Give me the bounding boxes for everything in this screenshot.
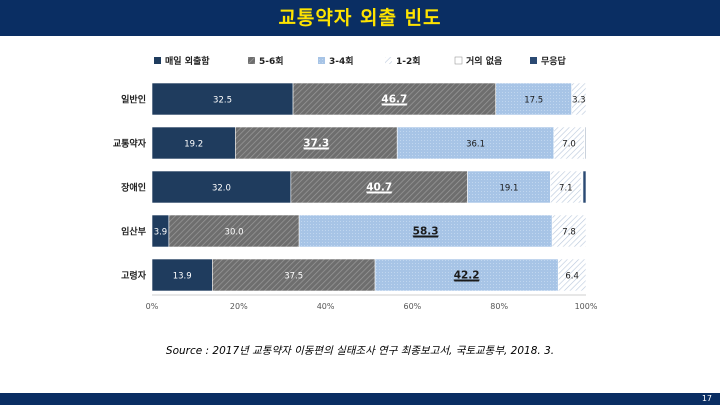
legend-label-five_six: 5-6회	[259, 55, 284, 67]
legend-label-one_two: 1-2회	[396, 55, 421, 67]
chart-legend: 매일 외출함 5-6회 3-4회 1-2회 거의 없음 무응답	[154, 55, 567, 67]
bar-segment-no_answer	[584, 126, 587, 160]
bar-segment-five_six	[168, 214, 300, 248]
legend-label-three_four: 3-4회	[329, 55, 354, 67]
data-label: 3.9	[154, 228, 168, 238]
page-title: 교통약자 외출 빈도	[278, 7, 442, 29]
x-tick-label: 40%	[317, 302, 335, 311]
bar-segment-five_six	[235, 126, 398, 160]
bar-segment-one_two	[550, 170, 582, 204]
footer-bar: 17	[0, 393, 720, 405]
bar-segment-one_two	[551, 214, 587, 248]
bar-segment-daily	[151, 258, 213, 292]
bar-segment-daily	[151, 82, 294, 116]
legend-label-daily: 매일 외출함	[165, 55, 210, 67]
legend-swatch-five_six	[248, 57, 255, 64]
data-label: 32.5	[213, 96, 232, 106]
category-label: 일반인	[121, 94, 146, 106]
bar-segment-one_two	[553, 126, 585, 160]
category-label: 장애인	[121, 182, 146, 194]
bar-segment-five_six	[292, 82, 497, 116]
legend-swatch-three_four	[318, 57, 325, 64]
x-tick-label: 100%	[575, 302, 598, 311]
bar-segment-five_six	[212, 258, 376, 292]
header-bar: 교통약자 외출 빈도	[0, 0, 720, 36]
x-axis: 0% 20% 40% 60% 80% 100%	[146, 294, 598, 311]
bar-segment-one_two	[557, 258, 587, 292]
data-label: 58.3	[413, 226, 439, 238]
data-label: 6.4	[565, 272, 579, 282]
data-label: 46.7	[381, 94, 407, 106]
data-label: 37.5	[284, 272, 303, 282]
bar-segment-no_answer	[582, 170, 587, 204]
data-label: 32.0	[212, 184, 231, 194]
data-label: 17.5	[524, 96, 543, 106]
legend-swatch-no_answer	[530, 57, 537, 64]
bar-segment-three_four	[495, 82, 572, 116]
source-caption: Source : 2017년 교통약자 이동편의 실태조사 연구 최종보고서, …	[165, 345, 555, 357]
data-label: 13.9	[173, 272, 192, 282]
x-tick-label: 20%	[230, 302, 248, 311]
category-label: 고령자	[121, 270, 147, 282]
bar-segment-three_four	[396, 126, 555, 160]
data-label: 19.2	[184, 140, 203, 150]
legend-swatch-none	[454, 56, 463, 65]
data-label: 37.3	[303, 138, 329, 150]
legend-swatch-daily	[154, 57, 161, 64]
bar-segment-daily	[151, 126, 236, 160]
bar-segment-three_four	[467, 170, 551, 204]
data-label: 19.1	[499, 184, 518, 194]
bar-area: 32.5 46.7 17.5 3.3 19.2 37.3 36.1 7.0 32.0 40.7 19…	[151, 82, 587, 292]
bar-segment-three_four	[298, 214, 553, 248]
x-tick-label: 60%	[404, 302, 422, 311]
bar-segment-one_two	[571, 82, 587, 116]
stacked-bar-chart: 매일 외출함 5-6회 3-4회 1-2회 거의 없음 무응답 일반인교통약자장애인임산부…	[113, 55, 598, 311]
data-label: 3.3	[572, 96, 586, 106]
legend-label-no_answer: 무응답	[541, 55, 567, 67]
data-label: 30.0	[225, 228, 244, 238]
page-number: 17	[701, 394, 712, 403]
legend-swatch-one_two	[385, 57, 392, 64]
category-label: 교통약자	[113, 138, 147, 150]
category-label: 임산부	[121, 226, 146, 238]
data-label: 42.2	[454, 270, 480, 282]
legend-label-none: 거의 없음	[466, 55, 502, 67]
data-label: 36.1	[466, 140, 485, 150]
bar-segment-daily	[151, 170, 292, 204]
data-label: 40.7	[366, 182, 392, 194]
data-label: 7.1	[559, 184, 573, 194]
x-tick-label: 80%	[490, 302, 508, 311]
bar-segment-three_four	[374, 258, 559, 292]
data-label: 7.0	[562, 140, 576, 150]
x-tick-label: 0%	[146, 302, 159, 311]
data-label: 7.8	[562, 228, 576, 238]
